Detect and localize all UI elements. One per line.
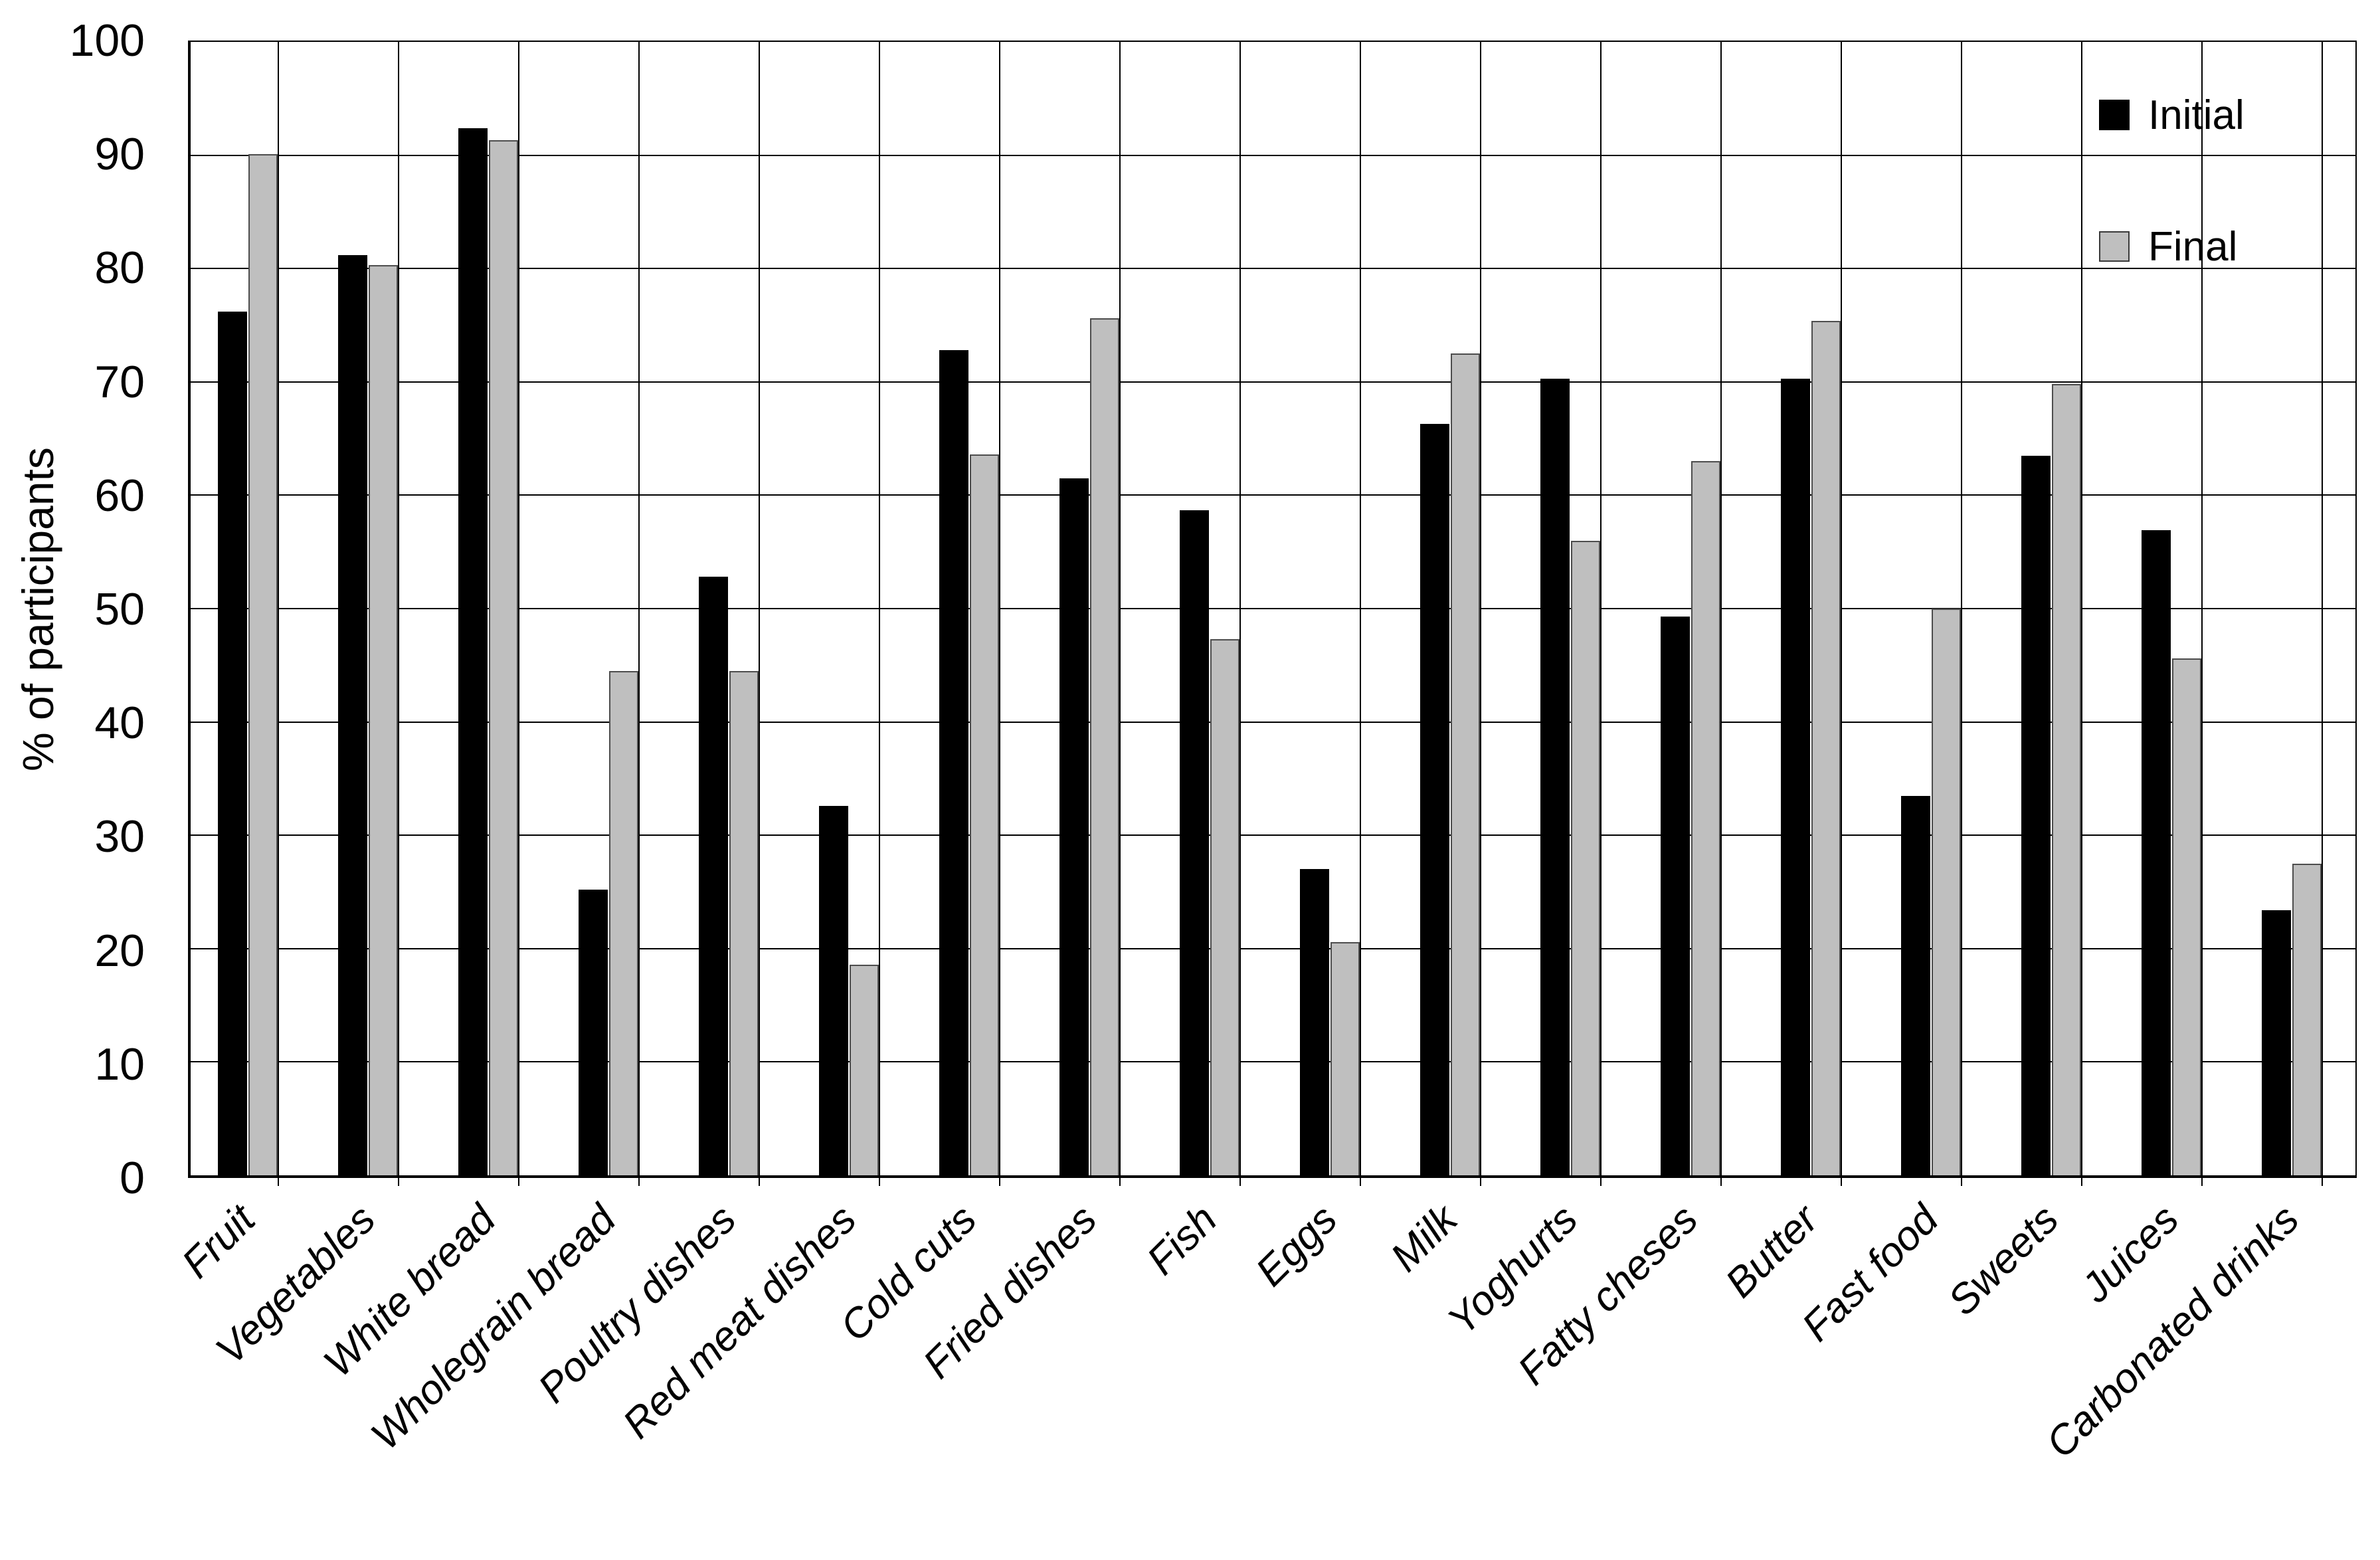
y-axis-tick-label-10: 10	[94, 1038, 145, 1090]
category-slot-white-bread	[399, 42, 519, 1186]
bar-final-eggs	[1330, 941, 1360, 1175]
bar-final-cold-cuts	[970, 454, 999, 1175]
bar-final-wholegrain-bread	[609, 670, 638, 1175]
category-slot-sweets	[1962, 42, 2082, 1186]
gridline-40	[191, 721, 2355, 723]
gridline-20	[191, 947, 2355, 949]
gridline-10	[191, 1061, 2355, 1063]
bar-final-carbonated-drinks	[2292, 863, 2322, 1175]
bar-initial-fried-dishes	[1059, 478, 1089, 1175]
y-axis-tick-label-0: 0	[120, 1153, 145, 1203]
bar-initial-cold-cuts	[939, 350, 968, 1175]
category-slot-fruit	[191, 42, 279, 1186]
category-slot-eggs	[1241, 42, 1361, 1186]
category-slots	[191, 42, 2355, 1186]
legend-final-label: Final	[2148, 223, 2238, 270]
y-axis-tick-label-90: 90	[94, 129, 145, 180]
category-slot-milk	[1361, 42, 1481, 1186]
bar-initial-fish	[1180, 510, 1209, 1175]
bar-initial-butter	[1781, 378, 1810, 1175]
gridline-30	[191, 834, 2355, 836]
bar-final-yoghurts	[1571, 540, 1600, 1175]
y-axis-tick-label-50: 50	[94, 584, 145, 634]
bar-final-juices	[2172, 658, 2201, 1175]
bar-initial-wholegrain-bread	[579, 890, 608, 1175]
y-axis: 0 10 20 30 40 50 60 70 80 90 100	[0, 0, 145, 1560]
plot-right-padding	[2323, 42, 2355, 1175]
bar-initial-poultry-dishes	[699, 577, 728, 1175]
gridline-90	[191, 154, 2355, 156]
category-slot-poultry-dishes	[640, 42, 760, 1186]
category-slot-juices	[2082, 42, 2203, 1186]
bar-final-fruit	[248, 153, 278, 1175]
y-axis-tick-label-40: 40	[94, 698, 145, 749]
legend-item-final: Final	[2099, 223, 2244, 270]
category-slot-yoghurts	[1481, 42, 1602, 1186]
bar-initial-eggs	[1300, 869, 1329, 1175]
y-axis-tick-label-30: 30	[94, 811, 145, 862]
bar-final-vegetables	[369, 265, 398, 1175]
category-slot-fried-dishes	[1000, 42, 1121, 1186]
legend-item-initial: Initial	[2099, 92, 2244, 138]
y-axis-tick-label-70: 70	[94, 356, 145, 407]
category-slot-fast-food	[1842, 42, 1962, 1186]
bar-final-fish	[1210, 639, 1239, 1175]
category-slot-carbonated-drinks	[2203, 42, 2323, 1186]
bar-final-poultry-dishes	[729, 670, 759, 1175]
legend-initial-swatch	[2099, 100, 2130, 130]
bar-final-fried-dishes	[1090, 318, 1119, 1175]
plot-area	[188, 41, 2357, 1186]
gridline-80	[191, 268, 2355, 270]
y-axis-tick-label-80: 80	[94, 243, 145, 294]
bar-final-fatty-cheses	[1691, 461, 1720, 1175]
y-axis-tick-label-60: 60	[94, 470, 145, 521]
category-slot-fish	[1121, 42, 1241, 1186]
legend-final-swatch	[2099, 231, 2130, 262]
bar-initial-fast-food	[1901, 795, 1930, 1175]
category-slot-butter	[1722, 42, 1842, 1186]
gridline-70	[191, 381, 2355, 383]
category-slot-red-meat-dishes	[760, 42, 880, 1186]
bar-final-red-meat-dishes	[850, 964, 879, 1175]
bar-initial-yoghurts	[1540, 378, 1570, 1175]
gridline-50	[191, 608, 2355, 609]
bar-initial-fatty-cheses	[1661, 616, 1690, 1175]
bar-final-sweets	[2052, 384, 2081, 1175]
gridline-60	[191, 494, 2355, 496]
bar-initial-fruit	[218, 312, 247, 1175]
legend: Initial Final	[2099, 92, 2244, 355]
y-axis-tick-label-100: 100	[69, 15, 145, 66]
y-axis-tick-label-20: 20	[94, 925, 145, 976]
bar-initial-carbonated-drinks	[2262, 910, 2291, 1175]
legend-initial-label: Initial	[2148, 92, 2244, 138]
bar-final-milk	[1451, 353, 1480, 1175]
bar-initial-white-bread	[458, 128, 488, 1175]
bar-final-butter	[1811, 320, 1841, 1175]
bar-initial-juices	[2142, 530, 2171, 1175]
category-slot-fatty-cheses	[1602, 42, 1722, 1186]
category-slot-cold-cuts	[880, 42, 1000, 1186]
category-slot-wholegrain-bread	[519, 42, 640, 1186]
category-slot-vegetables	[279, 42, 399, 1186]
bar-initial-milk	[1420, 423, 1449, 1175]
bar-initial-red-meat-dishes	[819, 805, 848, 1175]
bar-initial-vegetables	[338, 254, 367, 1175]
bar-final-white-bread	[489, 140, 518, 1175]
bar-final-fast-food	[1932, 609, 1961, 1175]
bar-initial-sweets	[2021, 455, 2051, 1175]
